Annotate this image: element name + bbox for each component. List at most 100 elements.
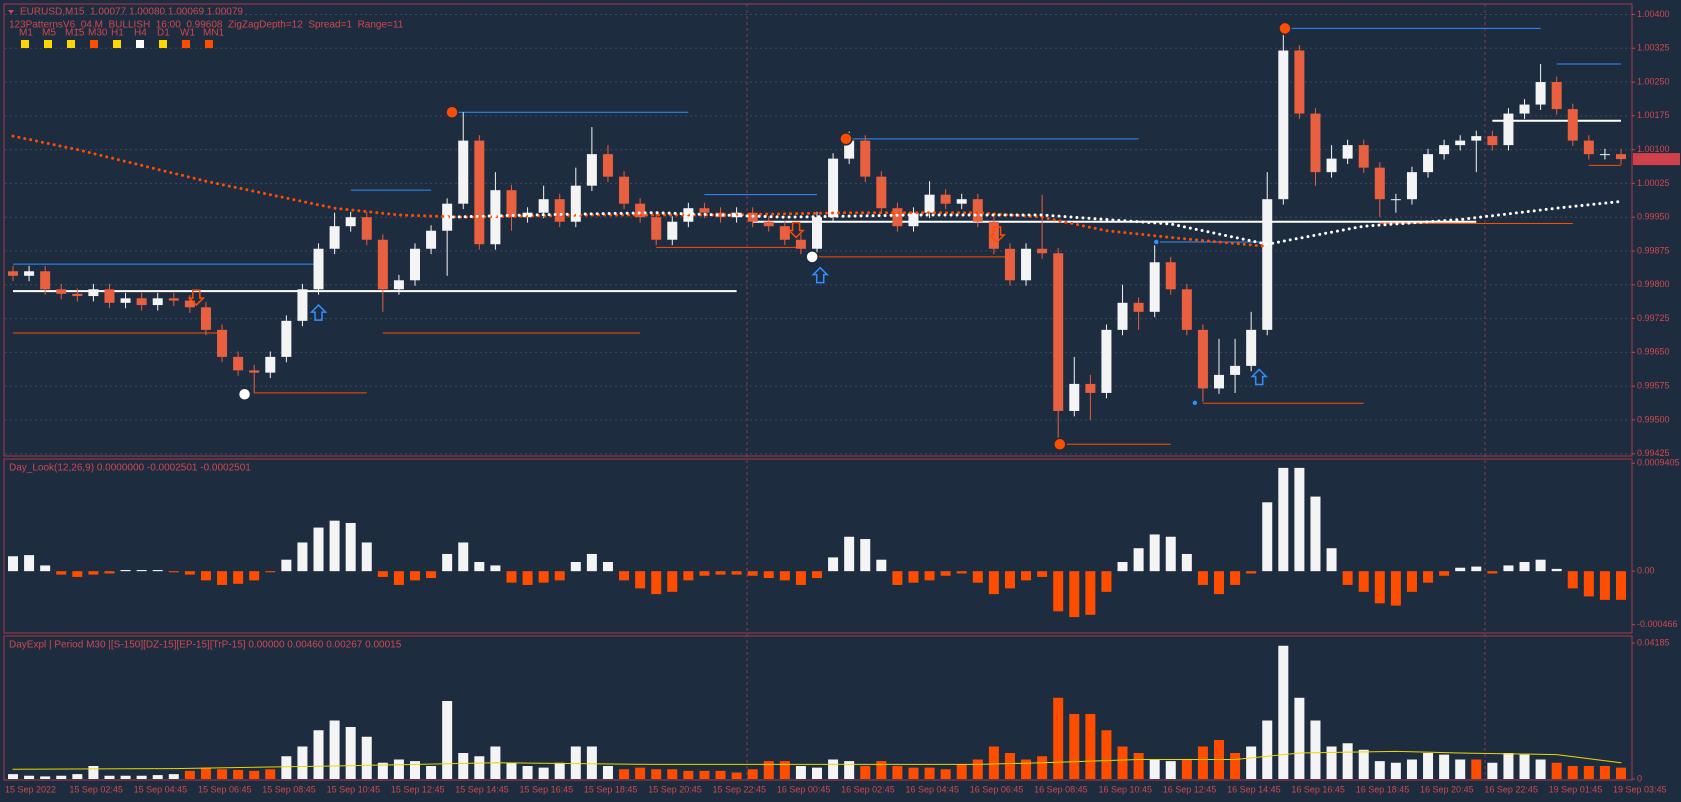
histogram-bar bbox=[56, 571, 67, 575]
histogram-bar bbox=[249, 770, 260, 779]
candle-body bbox=[779, 226, 790, 240]
candle-body bbox=[136, 298, 147, 306]
histogram-bar bbox=[1358, 571, 1369, 592]
histogram-bar bbox=[233, 769, 244, 779]
histogram-bar bbox=[522, 571, 533, 585]
y-tick-label: 0.0009405 bbox=[1637, 458, 1680, 468]
y-tick-label: 0.99875 bbox=[1637, 245, 1670, 255]
histogram-bar bbox=[1101, 730, 1112, 779]
histogram-bar bbox=[442, 701, 453, 779]
x-tick-label: 15 Sep 14:45 bbox=[455, 784, 509, 794]
histogram-bar bbox=[956, 571, 967, 574]
histogram-bar bbox=[828, 557, 839, 572]
timeframe-label: H4 bbox=[134, 28, 147, 39]
histogram-bar bbox=[281, 756, 292, 779]
candle-body bbox=[828, 158, 839, 218]
histogram-bar bbox=[168, 571, 179, 573]
histogram-bar bbox=[56, 775, 67, 779]
candle-body bbox=[763, 221, 774, 227]
histogram-bar bbox=[667, 769, 678, 779]
histogram-bar bbox=[104, 571, 115, 574]
symbol-title: EURUSD,M15 1.00077 1.00080 1.00069 1.000… bbox=[20, 7, 243, 18]
candle-body bbox=[1423, 154, 1434, 173]
histogram-bar bbox=[200, 571, 211, 581]
timeframe-status bbox=[159, 40, 167, 48]
candle-body bbox=[345, 217, 356, 227]
histogram-bar bbox=[683, 571, 694, 581]
histogram-bar bbox=[8, 556, 18, 572]
histogram-bar bbox=[892, 571, 903, 585]
histogram-bar bbox=[136, 775, 147, 779]
candle-body bbox=[329, 226, 340, 249]
histogram-bar bbox=[570, 746, 581, 779]
candle-body bbox=[651, 217, 662, 240]
histogram-bar bbox=[683, 770, 694, 779]
candle-body bbox=[1599, 154, 1610, 156]
histogram-bar bbox=[88, 766, 99, 779]
histogram-bar bbox=[1455, 759, 1466, 779]
signal-arrow bbox=[1250, 368, 1269, 386]
histogram-bar bbox=[88, 571, 99, 575]
candle-body bbox=[1133, 302, 1144, 312]
timeframe-status bbox=[113, 40, 121, 48]
histogram-bar bbox=[1616, 571, 1626, 600]
histogram-bar bbox=[924, 767, 935, 779]
signal-arrow bbox=[988, 226, 1006, 244]
histogram-bar bbox=[393, 759, 404, 779]
histogram-bar bbox=[104, 775, 115, 779]
indicator-line bbox=[445, 199, 1623, 246]
x-tick-label: 16 Sep 16:45 bbox=[1291, 784, 1345, 794]
histogram-bar bbox=[715, 571, 726, 575]
histogram-bar bbox=[908, 571, 919, 583]
histogram-bar bbox=[72, 774, 83, 779]
candle-body bbox=[200, 307, 211, 330]
histogram-bar bbox=[458, 753, 469, 779]
x-tick-label: 16 Sep 06:45 bbox=[970, 784, 1024, 794]
histogram-bar bbox=[747, 769, 758, 779]
candle-body bbox=[892, 208, 903, 227]
histogram-bar bbox=[812, 767, 822, 779]
timeframe-status bbox=[182, 40, 190, 48]
histogram-bar bbox=[860, 539, 871, 572]
histogram-bar bbox=[217, 769, 228, 779]
candle-body bbox=[956, 199, 967, 204]
histogram-bar bbox=[442, 553, 453, 572]
histogram-bar bbox=[1262, 502, 1273, 572]
candle-body bbox=[1374, 167, 1385, 200]
histogram-bar bbox=[988, 746, 999, 779]
candle-body bbox=[1487, 136, 1498, 146]
timeframe-status bbox=[21, 40, 29, 48]
candle-body bbox=[1165, 262, 1176, 290]
y-tick-label: 0.04185 bbox=[1637, 637, 1670, 647]
y-tick-label: 0.99800 bbox=[1637, 279, 1670, 289]
x-tick-label: 19 Sep 03:45 bbox=[1613, 784, 1667, 794]
histogram-bar bbox=[506, 571, 517, 583]
histogram-bar bbox=[361, 736, 372, 779]
candle-body bbox=[1406, 172, 1417, 200]
histogram-bar bbox=[940, 571, 951, 576]
histogram-bar bbox=[1004, 753, 1015, 779]
histogram-bar bbox=[619, 769, 630, 779]
histogram-bar bbox=[586, 553, 597, 572]
collapse-icon[interactable] bbox=[8, 10, 14, 14]
candle-body bbox=[410, 248, 420, 281]
y-tick-label: 0.99500 bbox=[1637, 414, 1670, 424]
x-tick-label: 16 Sep 08:45 bbox=[1034, 784, 1088, 794]
histogram-bar bbox=[1583, 571, 1594, 597]
histogram-bar bbox=[1503, 753, 1514, 779]
indicator-subtitle: 123PatternsV6_04.M BULLISH 16:00 0.99608… bbox=[9, 20, 404, 31]
histogram-bar bbox=[1599, 571, 1610, 600]
candle-body bbox=[1326, 158, 1337, 173]
histogram-bar bbox=[1535, 559, 1546, 572]
histogram-bar bbox=[699, 770, 710, 779]
histogram-bar bbox=[1551, 568, 1562, 572]
histogram-bar bbox=[426, 766, 437, 779]
histogram-bar bbox=[1278, 467, 1289, 572]
histogram-bar bbox=[972, 759, 983, 779]
x-tick-label: 16 Sep 04:45 bbox=[905, 784, 959, 794]
histogram-bar bbox=[249, 571, 260, 581]
histogram-bar bbox=[233, 571, 244, 584]
histogram-bar bbox=[795, 766, 806, 779]
candle-body bbox=[120, 298, 131, 303]
zigzag-pivot bbox=[445, 105, 459, 119]
